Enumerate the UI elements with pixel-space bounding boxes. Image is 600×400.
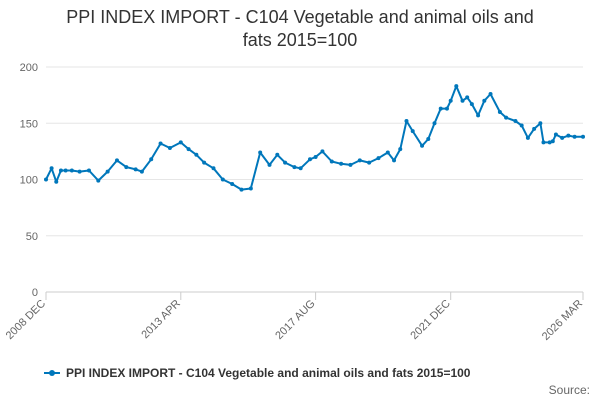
data-point <box>348 162 353 167</box>
data-point <box>96 178 101 183</box>
data-point <box>202 160 207 165</box>
data-point <box>357 158 362 163</box>
data-point <box>105 169 110 174</box>
data-point <box>432 121 437 126</box>
data-point <box>49 166 54 171</box>
data-point <box>275 152 280 157</box>
data-point <box>86 168 91 173</box>
data-point <box>426 137 431 141</box>
data-point <box>547 140 552 145</box>
legend-label: PPI INDEX IMPORT - C104 Vegetable and an… <box>66 366 471 380</box>
chart-title-line-2: fats 2015=100 <box>242 30 358 50</box>
data-point <box>420 143 425 148</box>
data-point <box>58 168 63 173</box>
data-point <box>230 182 235 186</box>
data-point <box>239 187 244 192</box>
data-point <box>448 98 453 103</box>
data-point <box>63 168 68 173</box>
data-point <box>320 149 325 154</box>
data-point <box>572 134 577 139</box>
data-point <box>167 146 172 150</box>
data-point <box>124 165 129 170</box>
x-tick-label: 2013 APR <box>139 298 183 342</box>
data-point <box>465 95 470 100</box>
data-point <box>566 133 571 138</box>
series-line <box>45 85 583 191</box>
data-point <box>186 147 191 152</box>
data-point <box>211 166 216 171</box>
data-point <box>460 98 465 103</box>
data-point <box>298 166 303 171</box>
x-tick-label: 2008 DEC <box>4 298 48 342</box>
data-point <box>541 140 546 145</box>
data-point <box>376 156 381 161</box>
data-point <box>488 92 493 96</box>
data-point <box>114 158 119 163</box>
legend[interactable]: PPI INDEX IMPORT - C104 Vegetable and an… <box>44 366 470 380</box>
data-point <box>54 179 59 184</box>
x-tick-label: 2017 AUG <box>273 298 317 342</box>
data-point <box>194 152 199 157</box>
data-point <box>248 186 253 191</box>
data-point <box>77 169 82 174</box>
data-point <box>258 150 263 155</box>
data-point <box>553 132 558 137</box>
data-point <box>392 158 397 163</box>
y-tick-label: 0 <box>32 287 38 299</box>
data-point <box>532 126 537 131</box>
data-point <box>482 98 487 103</box>
data-point <box>367 160 372 165</box>
x-tick-label: 2021 DEC <box>408 298 452 342</box>
data-point <box>178 140 183 145</box>
data-point <box>550 139 555 144</box>
data-point <box>469 102 474 107</box>
data-point <box>139 169 144 174</box>
data-point <box>220 177 225 182</box>
data-point <box>581 134 585 139</box>
data-point <box>444 106 449 111</box>
data-point <box>560 135 565 140</box>
chart-title-line-1: PPI INDEX IMPORT - C104 Vegetable and an… <box>66 7 534 27</box>
data-point <box>292 165 297 170</box>
data-point <box>44 177 48 182</box>
x-tick-label: 2026 MAR <box>540 298 585 343</box>
data-point <box>339 161 344 166</box>
data-point <box>410 129 415 134</box>
data-point <box>438 106 443 111</box>
data-point <box>519 123 524 128</box>
data-point <box>513 119 518 123</box>
data-point <box>398 147 403 152</box>
data-point <box>525 135 530 140</box>
legend-series-marker-icon <box>44 368 60 378</box>
data-point <box>385 150 390 155</box>
data-point <box>307 157 312 162</box>
source-label: Source: <box>548 383 590 397</box>
chart-title: PPI INDEX IMPORT - C104 Vegetable and an… <box>0 6 600 52</box>
data-point <box>454 84 459 89</box>
data-point <box>149 157 154 162</box>
data-point <box>476 113 481 118</box>
data-point <box>267 162 272 167</box>
y-tick-label: 200 <box>20 62 38 74</box>
y-tick-label: 50 <box>26 231 38 243</box>
data-point <box>69 168 74 173</box>
y-tick-label: 150 <box>20 118 38 130</box>
data-point <box>329 159 334 164</box>
data-point <box>497 110 502 114</box>
data-point <box>504 115 509 120</box>
data-point <box>133 167 138 172</box>
y-tick-label: 100 <box>20 175 38 187</box>
data-point <box>404 119 409 123</box>
data-point <box>158 141 163 146</box>
data-point <box>538 121 543 126</box>
data-point <box>313 155 318 159</box>
data-point <box>283 160 288 165</box>
